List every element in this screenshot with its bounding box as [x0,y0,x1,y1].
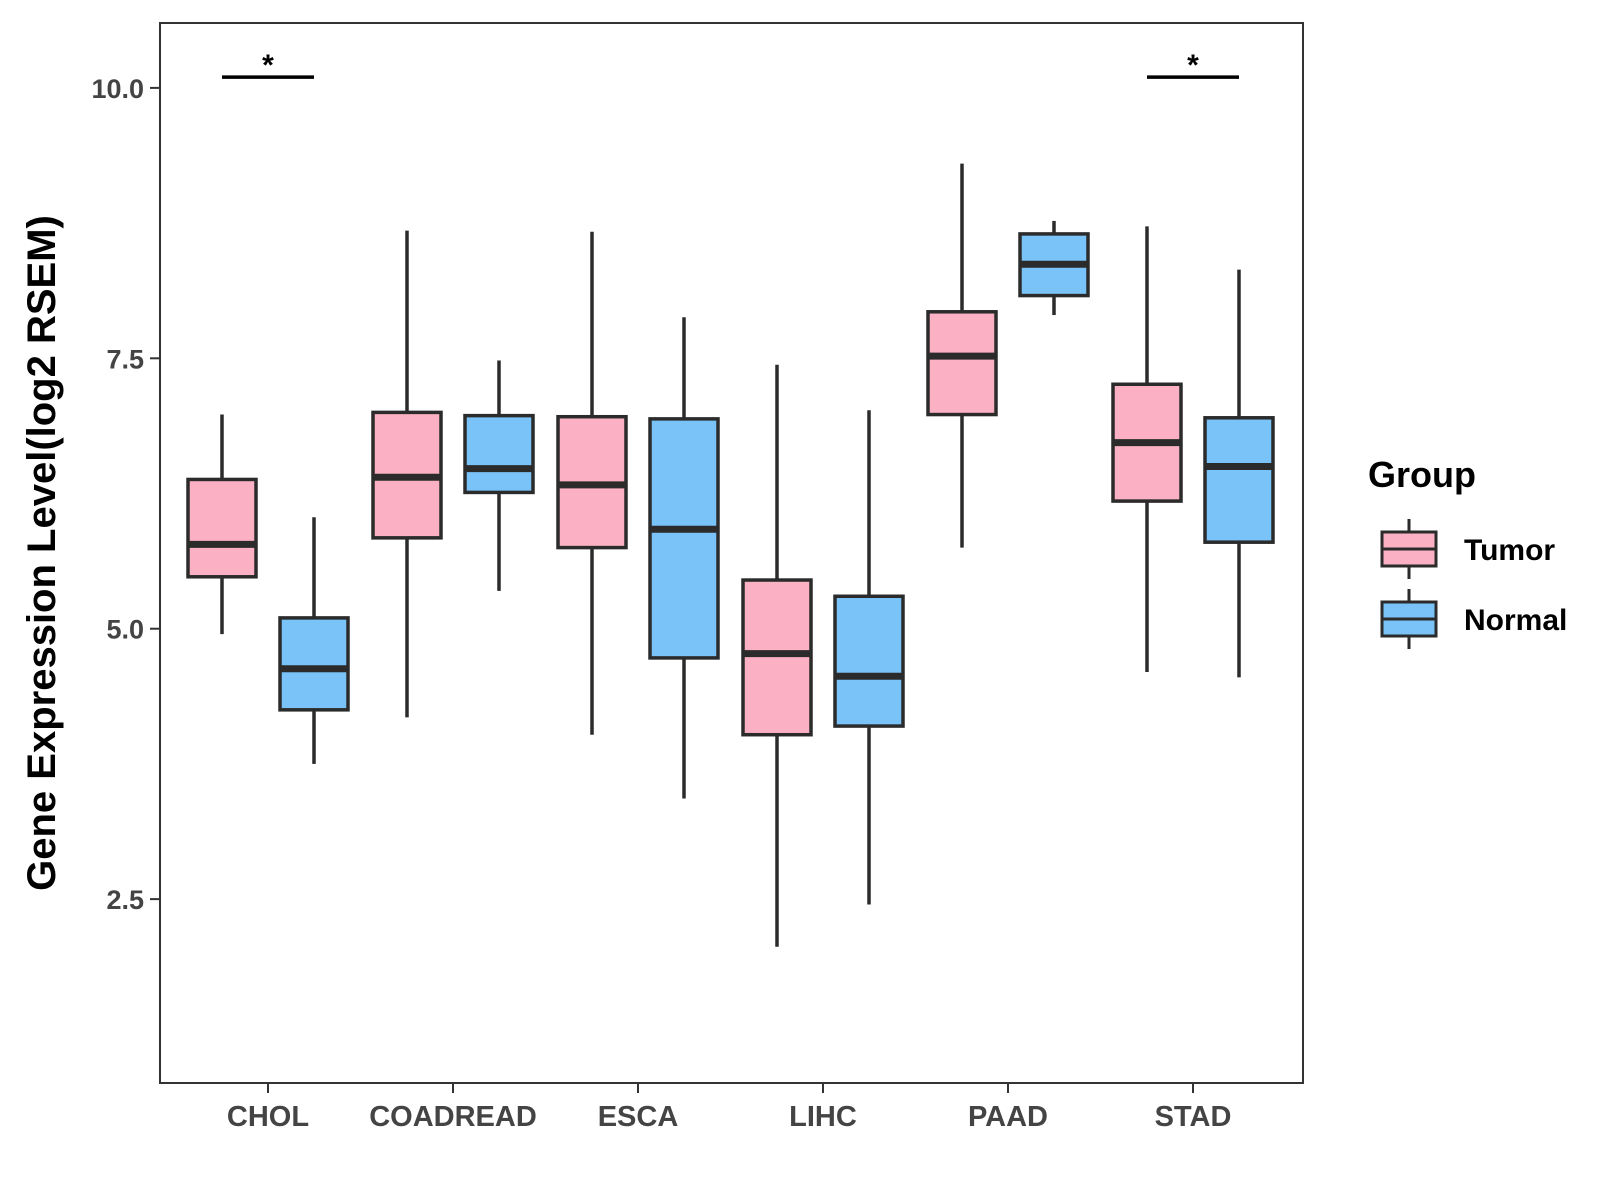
legend-label: Normal [1464,604,1567,637]
box-body [463,413,535,495]
x-tick-label: ESCA [598,1101,679,1133]
x-tick-label: LIHC [789,1101,857,1133]
box-normal-chol [278,517,350,764]
x-tick-label: CHOL [227,1101,309,1133]
significance-chol: * [222,49,314,82]
box-normal-esca [648,317,720,799]
box-tumor-paad [926,163,998,548]
box-tumor-stad [1111,226,1183,672]
x-tick-label: PAAD [968,1101,1048,1133]
box-body [186,477,258,579]
box-tumor-coadread [371,230,443,718]
box-normal-lihc [833,410,905,905]
x-axis: CHOL COADREAD ESCA LIHC PAAD STAD [227,1083,1231,1133]
y-tick-label: 10.0 [91,74,144,104]
box-normal-stad [1203,269,1275,678]
box-tumor-esca [556,231,628,735]
legend-item-normal: Normal [1380,589,1567,649]
box-body [648,417,720,660]
legend: Group Tumor Normal [1368,454,1567,649]
y-tick-label: 5.0 [106,615,144,645]
box-tumor-lihc [741,364,813,947]
x-tick-label: STAD [1155,1101,1232,1133]
box-body [278,616,350,712]
x-tick-label: COADREAD [369,1101,537,1133]
panel-border [159,22,1304,1084]
significance-stad: * [1147,49,1239,82]
box-body [741,578,813,737]
y-tick-label: 2.5 [106,885,144,915]
box-normal-paad [1018,220,1090,316]
y-tick-label: 7.5 [106,344,144,374]
legend-label: Tumor [1464,534,1555,567]
y-axis-title: Gene Expression Level(log2 RSEM) [20,215,64,891]
significance-star: * [262,49,274,82]
plot-area: * * [159,22,1304,1084]
y-axis: 2.5 5.0 7.5 10.0 [91,74,160,915]
legend-item-tumor: Tumor [1380,519,1555,579]
box-normal-coadread [463,360,535,591]
box-tumor-chol [186,414,258,635]
box-body [1203,416,1275,544]
box-body [833,594,905,728]
legend-title: Group [1368,454,1476,495]
box-body [926,310,998,417]
significance-star: * [1187,49,1199,82]
